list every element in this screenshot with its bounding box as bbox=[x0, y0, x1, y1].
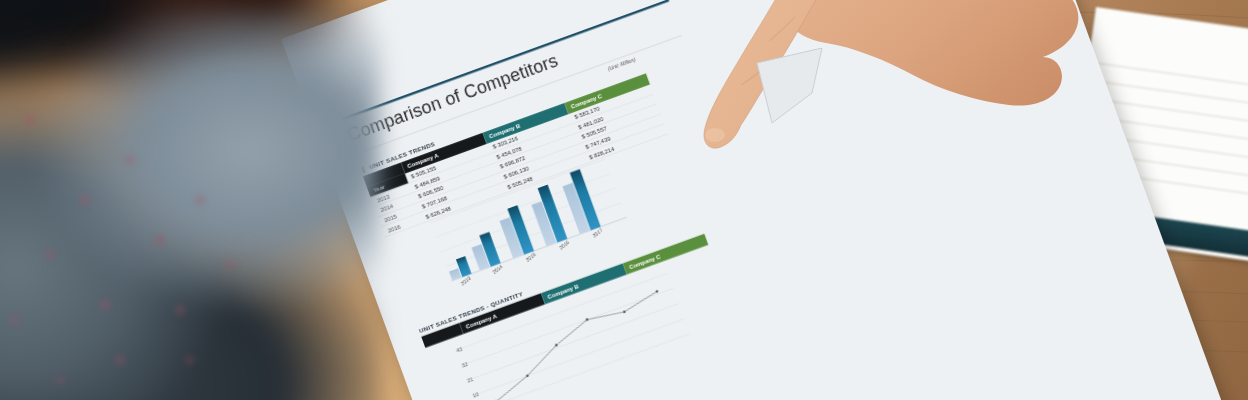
svg-text:21: 21 bbox=[466, 376, 474, 384]
svg-text:32: 32 bbox=[461, 361, 469, 369]
svg-text:10: 10 bbox=[472, 391, 480, 399]
